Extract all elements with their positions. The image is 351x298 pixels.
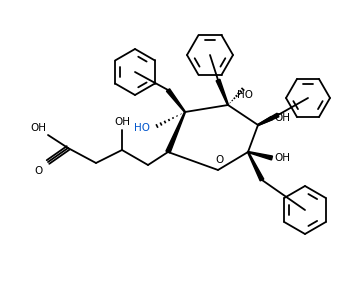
Text: OH: OH: [114, 117, 130, 127]
Polygon shape: [216, 79, 229, 105]
Text: OH: OH: [274, 153, 290, 163]
Text: OH: OH: [274, 113, 290, 123]
Text: O: O: [35, 166, 43, 176]
Polygon shape: [248, 151, 272, 160]
Polygon shape: [166, 112, 185, 153]
Polygon shape: [258, 113, 279, 125]
Text: HO: HO: [134, 123, 150, 133]
Text: OH: OH: [30, 123, 46, 133]
Text: HO: HO: [237, 90, 253, 100]
Polygon shape: [258, 117, 273, 125]
Polygon shape: [166, 89, 185, 112]
Polygon shape: [247, 152, 264, 181]
Text: O: O: [215, 155, 223, 165]
